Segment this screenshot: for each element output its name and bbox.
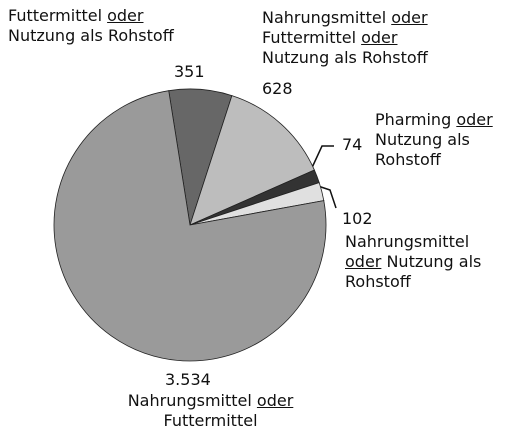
value-label: 628 (262, 79, 293, 98)
pie-slice (53, 90, 327, 362)
value-label: 3.534 (165, 370, 211, 389)
value-label: 102 (342, 209, 373, 228)
slice-label: Pharming oder Nutzung als Rohstoff (375, 110, 493, 169)
slice-label: Nahrungsmittel oder Futtermittel (127, 391, 294, 430)
value-label: 74 (342, 135, 363, 154)
leader-line (317, 185, 337, 209)
slice-label: Nahrungsmittel oder Nutzung als Rohstoff (345, 232, 482, 291)
pie-slice (189, 95, 315, 226)
value-label: 351 (174, 62, 205, 81)
slice-label: Futtermittel oder Nutzung als Rohstoff (8, 6, 174, 45)
leader-line (309, 145, 334, 173)
slice-label: Nahrungsmittel oder Futtermittel oder Nu… (262, 8, 428, 67)
